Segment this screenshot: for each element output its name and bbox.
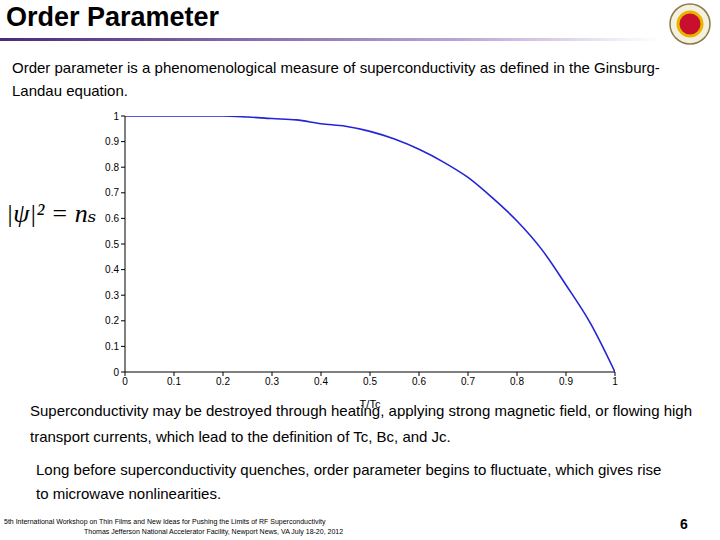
svg-text:0.9: 0.9: [105, 136, 119, 147]
svg-text:0.8: 0.8: [510, 376, 524, 387]
svg-text:1: 1: [113, 111, 119, 122]
svg-text:0.7: 0.7: [105, 187, 119, 198]
html-text:|ψ|² = nₛ: |ψ|² = nₛ: [6, 199, 97, 228]
html-text:Long before superconductivity: Long before superconductivity quenches, …: [36, 461, 662, 502]
svg-text:0.3: 0.3: [105, 290, 119, 301]
svg-text:0.5: 0.5: [105, 239, 119, 250]
svg-text:0.3: 0.3: [265, 376, 279, 387]
svg-text:0.4: 0.4: [105, 264, 119, 275]
svg-text:0: 0: [122, 376, 128, 387]
svg-text:0.2: 0.2: [216, 376, 230, 387]
svg-text:0.5: 0.5: [363, 376, 377, 387]
html-text:Thomas Jefferson National Acce: Thomas Jefferson National Accelerator Fa…: [84, 528, 344, 535]
svg-text:0: 0: [113, 367, 119, 378]
html-text:Order Parameter: Order Parameter: [6, 2, 220, 32]
html-text:Superconductivity may be destr: Superconductivity may be destroyed throu…: [30, 402, 693, 445]
html-text:6: 6: [680, 516, 688, 532]
svg-text:0.2: 0.2: [105, 315, 119, 326]
svg-text:0.1: 0.1: [167, 376, 181, 387]
svg-text:0.4: 0.4: [314, 376, 328, 387]
svg-text:0.1: 0.1: [105, 341, 119, 352]
svg-text:0.9: 0.9: [559, 376, 573, 387]
html-text:5th International Workshop on: 5th International Workshop on Thin Films…: [4, 518, 326, 525]
svg-text:1: 1: [612, 376, 618, 387]
svg-text:0.7: 0.7: [461, 376, 475, 387]
html-text:Order parameter is a phenomeno: Order parameter is a phenomenological me…: [12, 59, 660, 99]
svg-text:0.6: 0.6: [105, 213, 119, 224]
svg-text:0.6: 0.6: [412, 376, 426, 387]
svg-text:0.8: 0.8: [105, 162, 119, 173]
